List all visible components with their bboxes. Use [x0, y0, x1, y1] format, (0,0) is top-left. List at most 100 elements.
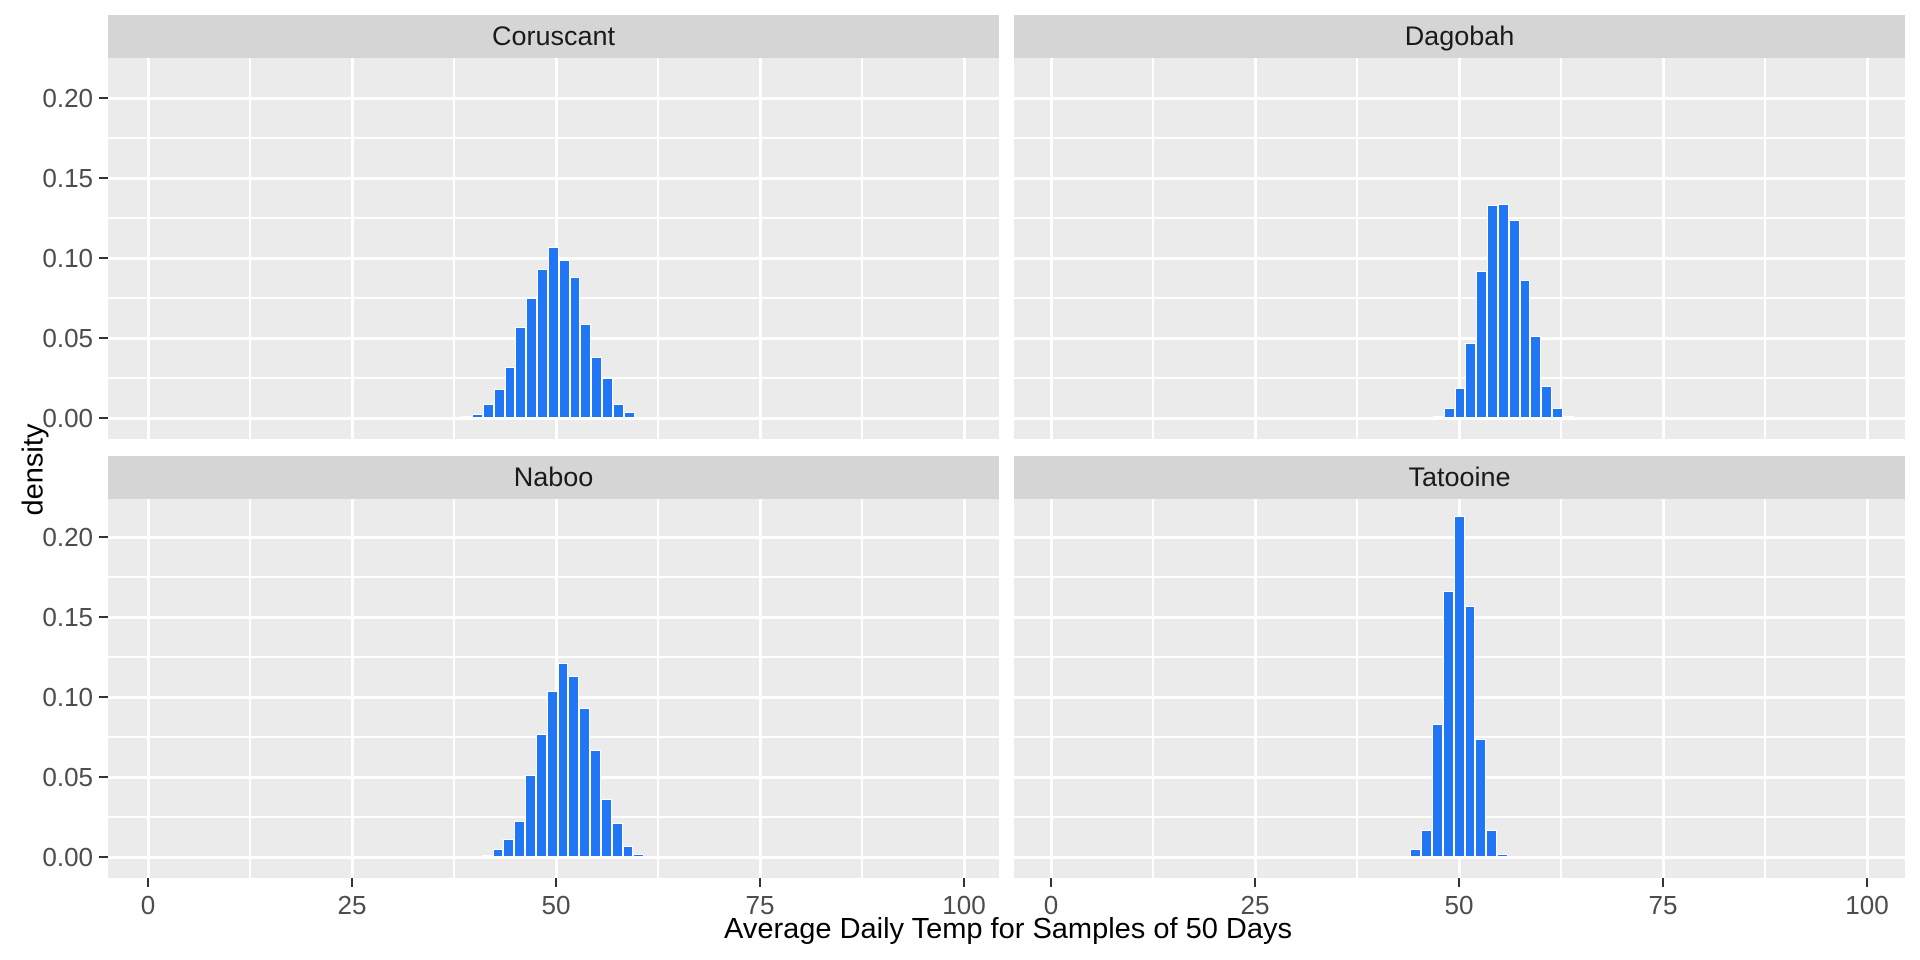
histogram-bar [1541, 386, 1552, 418]
facet-strip: Dagobah [1014, 15, 1905, 58]
grid-line-major-vertical [758, 58, 762, 439]
grid-line-major-vertical [146, 58, 150, 439]
grid-line-major-vertical [1253, 499, 1257, 878]
x-axis-title: Average Daily Temp for Samples of 50 Day… [724, 913, 1292, 945]
grid-line-major-vertical [1865, 58, 1869, 439]
y-axis-tick-label: 0.10 [42, 243, 93, 273]
grid-line-minor-vertical [453, 499, 455, 878]
grid-line-minor-vertical [1356, 58, 1358, 439]
histogram-bar [1519, 280, 1531, 418]
grid-line-major-vertical [350, 58, 354, 439]
histogram-bar [1497, 203, 1509, 418]
grid-line-major-vertical [962, 58, 966, 439]
x-axis-tick-mark [962, 878, 966, 887]
y-axis-tick-label: 0.05 [42, 323, 93, 353]
histogram-bar [1442, 591, 1454, 857]
histogram-bar [1486, 829, 1498, 857]
grid-line-major-horizontal [1014, 96, 1905, 100]
grid-line-minor-vertical [1764, 58, 1766, 439]
grid-line-major-vertical [1049, 499, 1053, 878]
y-axis-tick-mark [99, 535, 108, 539]
grid-line-minor-vertical [1152, 58, 1154, 439]
plot-panel [1014, 499, 1905, 878]
x-axis-tick-mark [1865, 878, 1869, 887]
histogram-bar [1475, 739, 1487, 857]
histogram-bar [535, 733, 547, 857]
histogram-bar [1432, 724, 1443, 857]
grid-line-major-horizontal [108, 96, 999, 100]
grid-line-major-vertical [1661, 58, 1665, 439]
histogram-bar [579, 708, 591, 857]
histogram-bar [1421, 829, 1433, 857]
histogram-bar [526, 298, 538, 418]
grid-line-minor-vertical [453, 58, 455, 439]
y-axis-tick-mark [99, 695, 108, 699]
histogram-bar [1551, 408, 1563, 418]
grid-line-major-horizontal [1014, 855, 1905, 859]
histogram-bar [558, 259, 570, 418]
histogram-bar [622, 845, 634, 857]
grid-line-major-horizontal [108, 615, 999, 619]
grid-line-minor-vertical [657, 58, 659, 439]
grid-line-major-horizontal [108, 416, 999, 420]
histogram-bar [1465, 342, 1477, 418]
histogram-bar [1454, 388, 1466, 418]
y-axis-tick-label: 0.05 [42, 762, 93, 792]
y-axis-tick-mark [99, 855, 108, 859]
grid-line-major-horizontal [108, 535, 999, 539]
histogram-bar [569, 277, 581, 418]
grid-line-minor-vertical [657, 499, 659, 878]
histogram-bar [525, 775, 536, 857]
histogram-bar [483, 403, 494, 418]
histogram-bar [537, 269, 548, 418]
grid-line-major-horizontal [108, 176, 999, 180]
histogram-bar [503, 838, 515, 857]
grid-line-minor-vertical [861, 499, 863, 878]
histogram-bar [493, 389, 505, 418]
y-axis-tick-mark [99, 416, 108, 420]
histogram-bar [481, 855, 493, 858]
grid-line-major-horizontal [1014, 336, 1905, 340]
grid-line-major-vertical [1865, 499, 1869, 878]
histogram-bar [472, 414, 483, 418]
facet-strip-label: Coruscant [491, 21, 616, 51]
histogram-bar [591, 357, 603, 418]
histogram-bar [612, 403, 624, 418]
histogram-bar [504, 366, 516, 418]
x-axis-tick-label: 25 [337, 890, 367, 920]
grid-line-minor-vertical [1356, 499, 1358, 878]
y-axis-tick-mark [99, 615, 108, 619]
histogram-bar [546, 690, 558, 857]
grid-line-minor-vertical [861, 58, 863, 439]
histogram-bar [623, 411, 635, 418]
y-axis-tick-mark [99, 336, 108, 340]
histogram-bar [568, 676, 580, 857]
histogram-bar [1476, 270, 1488, 418]
histogram-bar [611, 823, 623, 857]
grid-line-minor-horizontal [108, 576, 999, 578]
histogram-bar [600, 799, 612, 857]
grid-line-major-vertical [962, 499, 966, 878]
histogram-bar [547, 246, 559, 418]
x-axis-tick-mark [1253, 878, 1257, 887]
histogram-bar [515, 326, 527, 418]
histogram-bar [1453, 516, 1465, 857]
histogram-bar [580, 323, 592, 418]
y-axis-tick-mark [99, 256, 108, 260]
x-axis-tick-label: 0 [140, 890, 156, 920]
y-axis-tick-label: 0.15 [42, 602, 93, 632]
x-axis-tick-label: 100 [942, 890, 986, 920]
x-axis-tick-mark [1049, 878, 1053, 887]
x-axis-tick-label: 0 [1043, 890, 1059, 920]
x-axis-tick-label: 75 [1648, 890, 1678, 920]
plot-panel [108, 58, 999, 439]
facet-strip: Naboo [108, 456, 999, 499]
grid-line-minor-horizontal [108, 656, 999, 658]
x-axis-tick-label: 25 [1240, 890, 1270, 920]
grid-line-minor-vertical [1764, 499, 1766, 878]
histogram-bar [602, 378, 613, 418]
grid-line-major-horizontal [1014, 416, 1905, 420]
histogram-bar [1508, 219, 1520, 418]
grid-line-major-vertical [758, 499, 762, 878]
